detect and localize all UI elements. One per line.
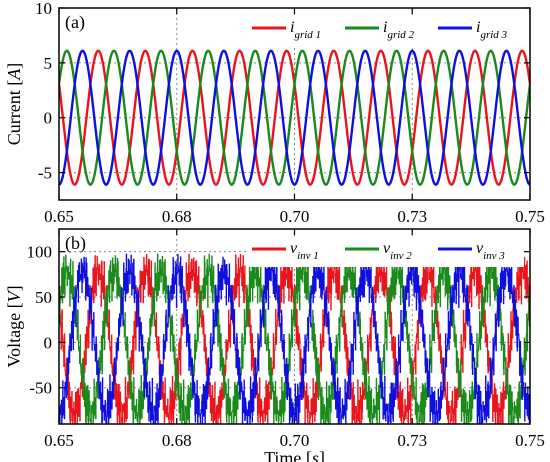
current-series [59, 49, 530, 186]
voltage-x-tick-label: 0.70 [280, 431, 310, 450]
voltage-x-tick-label: 0.75 [515, 431, 545, 450]
current-y-tick-label: 5 [44, 54, 53, 73]
voltage-y-tick-label: 0 [44, 333, 53, 352]
time-axis-label-text: Time [264, 448, 301, 462]
voltage-legend-label-2: vinv 2 [383, 240, 412, 262]
current-x-tick-label: 0.75 [515, 207, 545, 226]
voltage-y-tick-label: -50 [29, 379, 52, 398]
voltage-y-axis-unit: V [4, 289, 24, 302]
time-axis-label: Time [s] [264, 448, 325, 462]
current-legend-label-3: igrid 3 [476, 19, 508, 41]
time-axis-unit: s [312, 448, 319, 462]
voltage-series-3-line [59, 253, 530, 424]
current-legend-label-1: igrid 1 [290, 19, 321, 41]
voltage-y-axis-label-text: Voltage [4, 313, 24, 368]
voltage-legend-background [248, 239, 524, 267]
voltage-legend-symbol: v [383, 240, 391, 257]
current-y-tick-label: 0 [44, 109, 53, 128]
current-x-tick-label: 0.65 [44, 207, 74, 226]
voltage-legend: vinv 1 vinv 2 vinv 3 [248, 239, 524, 267]
current-x-tick-label: 0.68 [162, 207, 192, 226]
current-legend-label-2: igrid 2 [383, 19, 415, 41]
current-x-tick-label: 0.73 [397, 207, 427, 226]
current-panel-label: (a) [65, 12, 85, 33]
voltage-legend-subscript: inv 3 [483, 250, 505, 262]
voltage-x-tick-label: 0.68 [162, 431, 192, 450]
current-legend-subscript: grid 3 [480, 29, 507, 41]
current-legend-subscript: grid 2 [387, 29, 414, 41]
current-legend-background [248, 18, 524, 46]
voltage-series [59, 253, 530, 424]
current-legend-symbol: i [290, 19, 294, 36]
current-legend: igrid 1 igrid 2 igrid 3 [248, 18, 524, 46]
voltage-legend-symbol: v [290, 240, 298, 257]
voltage-legend-label-3: vinv 3 [476, 240, 505, 262]
voltage-panel-label: (b) [65, 233, 86, 254]
voltage-legend-subscript: inv 1 [297, 250, 319, 262]
voltage-ticks: 0.65 0.68 0.70 0.73 0.75 -50 0 50 100 [27, 229, 545, 450]
current-legend-symbol: i [476, 19, 480, 36]
voltage-y-tick-label: 50 [35, 288, 52, 307]
current-y-tick-label: 10 [35, 0, 52, 18]
current-ticks: 0.65 0.68 0.70 0.73 0.75 -5 0 5 10 [35, 0, 545, 226]
current-y-axis-label-text: Current [4, 90, 24, 145]
voltage-series-1-line [59, 253, 530, 424]
voltage-y-tick-label: 100 [27, 243, 53, 262]
voltage-y-axis-label: Voltage [V] [4, 285, 24, 367]
current-y-axis-label: Current [A] [4, 63, 24, 145]
current-y-tick-label: -5 [38, 164, 52, 183]
current-legend-symbol: i [383, 19, 387, 36]
voltage-legend-symbol: v [476, 240, 484, 257]
current-series-3-line [59, 49, 530, 186]
current-x-tick-label: 0.70 [280, 207, 310, 226]
voltage-legend-subscript: inv 2 [390, 250, 412, 262]
voltage-legend-label-1: vinv 1 [290, 240, 319, 262]
current-legend-subscript: grid 1 [294, 29, 321, 41]
voltage-x-tick-label: 0.65 [44, 431, 74, 450]
voltage-x-tick-label: 0.73 [397, 431, 427, 450]
current-y-axis-unit: A [4, 68, 24, 81]
